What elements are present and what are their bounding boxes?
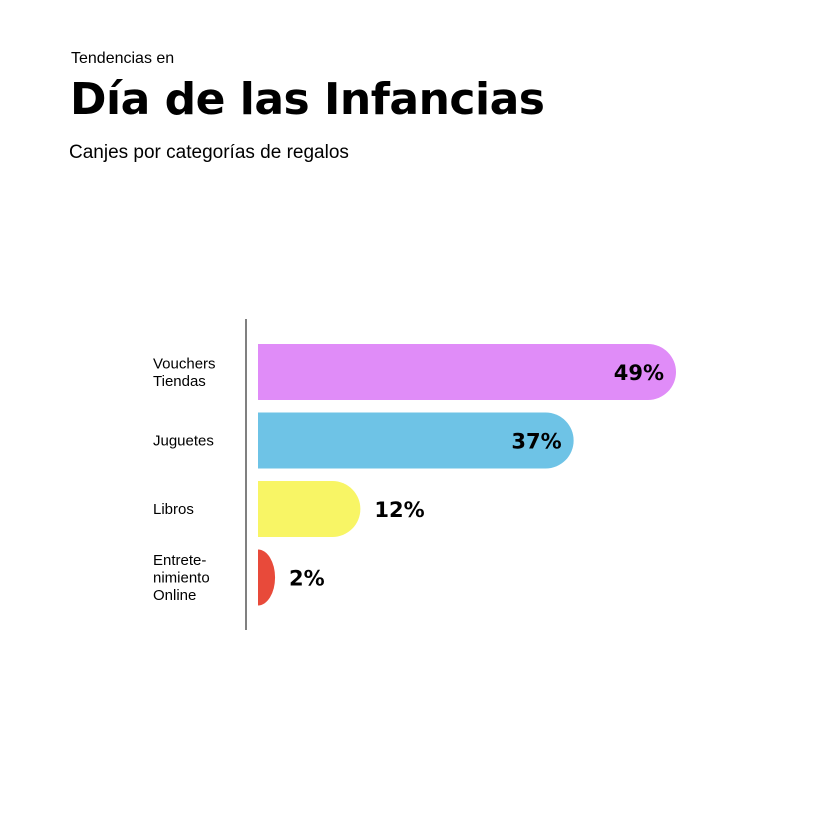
- chart-title: Día de las Infancias: [70, 74, 545, 125]
- bar: [258, 549, 276, 606]
- bar: [258, 481, 361, 537]
- bar: [258, 344, 676, 400]
- value-label: 37%: [511, 430, 561, 454]
- category-label: Online: [153, 587, 196, 604]
- chart-kicker: Tendencias en: [71, 50, 175, 67]
- value-label: 2%: [289, 567, 325, 591]
- category-label: Entrete-: [153, 552, 206, 569]
- bar: [258, 412, 574, 469]
- category-label: Juguetes: [153, 433, 214, 450]
- chart-subtitle: Canjes por categorías de regalos: [69, 142, 349, 163]
- value-label: 49%: [614, 361, 664, 385]
- category-label: Vouchers: [153, 355, 216, 372]
- category-label: Tiendas: [153, 373, 206, 390]
- value-label: 12%: [374, 498, 424, 522]
- category-label: Libros: [153, 501, 194, 518]
- category-label: nimiento: [153, 570, 210, 587]
